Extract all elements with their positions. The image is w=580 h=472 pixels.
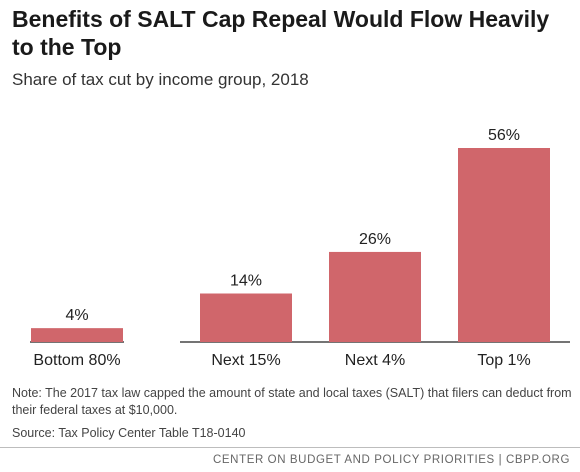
bar — [31, 328, 123, 342]
bar-chart: 4% Bottom 80% 14% Next 15% 26% Next 4% 56% Top … — [30, 127, 570, 369]
category-label: Top 1% — [477, 352, 530, 369]
footer: CENTER ON BUDGET AND POLICY PRIORITIES |… — [0, 447, 580, 472]
bar — [200, 293, 292, 342]
data-label: 14% — [230, 273, 262, 290]
category-label: Next 4% — [345, 352, 405, 369]
data-label: 26% — [359, 231, 391, 248]
footer-credit: CENTER ON BUDGET AND POLICY PRIORITIES |… — [212, 454, 570, 466]
category-label: Bottom 80% — [33, 352, 120, 369]
chart-subtitle: Share of tax cut by income group, 2018 — [12, 70, 309, 89]
chart-source: Source: Tax Policy Center Table T18-0140 — [12, 426, 246, 440]
bar — [458, 148, 550, 342]
data-label: 56% — [488, 127, 520, 144]
category-label: Next 15% — [211, 352, 280, 369]
chart-note: Note: The 2017 tax law capped the amount… — [12, 386, 572, 417]
data-label: 4% — [65, 307, 88, 324]
bar — [329, 251, 421, 342]
chart-title: Benefits of SALT Cap Repeal Would Flow H… — [12, 6, 550, 60]
